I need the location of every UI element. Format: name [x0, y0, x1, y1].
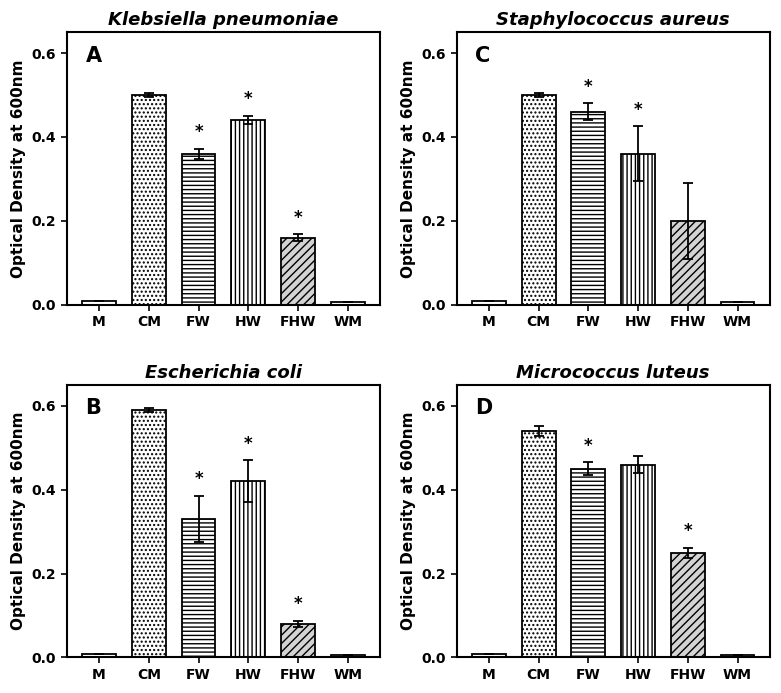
Text: *: * [244, 90, 252, 108]
Title: Escherichia coli: Escherichia coli [145, 364, 302, 382]
Bar [671, 552, 704, 658]
Text: *: * [194, 123, 203, 141]
Bar [182, 154, 216, 305]
Bar [472, 654, 506, 658]
Bar [522, 95, 555, 305]
Bar [281, 238, 315, 305]
Title: Staphylococcus aureus: Staphylococcus aureus [497, 11, 730, 29]
Bar [182, 519, 216, 658]
Bar [132, 410, 166, 658]
Text: D: D [476, 398, 493, 419]
Bar [721, 655, 754, 658]
Bar [572, 468, 605, 658]
Text: *: * [584, 78, 593, 96]
Bar [331, 302, 365, 305]
Bar [82, 301, 116, 305]
Text: C: C [476, 46, 490, 66]
Title: Micrococcus luteus: Micrococcus luteus [516, 364, 710, 382]
Y-axis label: Optical Density at 600nm: Optical Density at 600nm [401, 412, 416, 631]
Text: *: * [683, 522, 692, 540]
Bar [621, 154, 655, 305]
Text: A: A [85, 46, 102, 66]
Text: *: * [584, 437, 593, 455]
Bar [132, 95, 166, 305]
Text: B: B [85, 398, 102, 419]
Y-axis label: Optical Density at 600nm: Optical Density at 600nm [401, 59, 416, 278]
Bar [281, 624, 315, 658]
Text: *: * [244, 435, 252, 453]
Text: *: * [294, 595, 302, 613]
Bar [82, 654, 116, 658]
Bar [331, 656, 365, 658]
Bar [522, 431, 555, 658]
Text: *: * [194, 471, 203, 489]
Bar [671, 221, 704, 305]
Bar [231, 481, 266, 658]
Title: Klebsiella pneumoniae: Klebsiella pneumoniae [109, 11, 339, 29]
Text: *: * [633, 101, 643, 119]
Bar [721, 301, 754, 305]
Text: *: * [294, 209, 302, 227]
Bar [572, 112, 605, 305]
Y-axis label: Optical Density at 600nm: Optical Density at 600nm [11, 412, 26, 631]
Bar [621, 464, 655, 658]
Bar [472, 301, 506, 305]
Bar [231, 120, 266, 305]
Y-axis label: Optical Density at 600nm: Optical Density at 600nm [11, 59, 26, 278]
